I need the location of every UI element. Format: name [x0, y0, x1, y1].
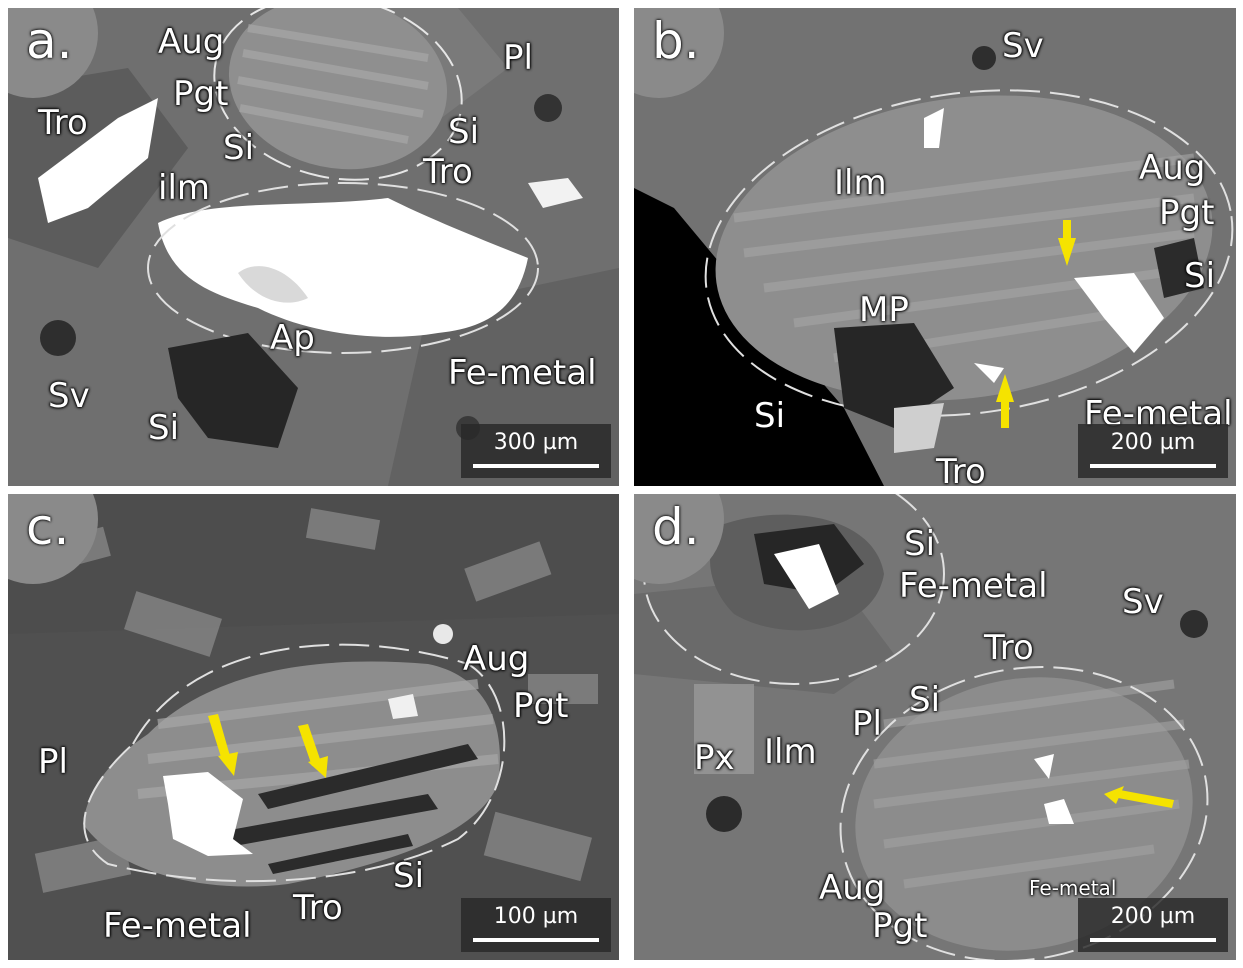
label-fe-metal: Fe-metal [899, 566, 1048, 606]
scale-bar-label: 200 µm [1110, 430, 1196, 455]
scale-bar: 200 µm [1078, 424, 1228, 478]
label-aug: Aug [463, 639, 530, 679]
scale-bar: 300 µm [461, 424, 611, 478]
label-tro: Tro [936, 452, 986, 486]
panel-label-a: a. [26, 12, 73, 70]
bse-image-c [8, 494, 619, 960]
label-pl: Pl [852, 704, 882, 744]
label-si: Si [909, 680, 941, 720]
label-si: Si [223, 128, 255, 168]
bse-image-a [8, 8, 619, 486]
label-ilm: ilm [158, 168, 211, 208]
label-pgt: Pgt [173, 74, 229, 114]
panel-d: d. Si Fe-metal Sv Tro Si Pl Px Ilm Aug P… [634, 494, 1236, 960]
label-sv: Sv [48, 376, 90, 416]
panel-label-b: b. [652, 12, 700, 70]
label-si: Si [904, 524, 936, 564]
scale-bar-line [473, 938, 599, 942]
label-ap: Ap [270, 318, 315, 358]
scale-bar-label: 100 µm [493, 904, 579, 929]
scale-bar-label: 200 µm [1110, 904, 1196, 929]
label-fe-metal: Fe-metal [448, 353, 597, 393]
label-pl: Pl [38, 742, 68, 782]
label-px: Px [694, 738, 735, 778]
panel-a: a. Aug Pgt Pl Tro Si Tro Si ilm Ap Fe-me… [8, 8, 619, 486]
scale-bar-label: 300 µm [493, 430, 579, 455]
label-fe-metal: Fe-metal [1029, 876, 1117, 900]
label-ilm: Ilm [834, 163, 887, 203]
label-pl: Pl [503, 38, 533, 78]
label-aug: Aug [1139, 148, 1206, 188]
scale-bar: 100 µm [461, 898, 611, 952]
label-tro: Tro [38, 103, 88, 143]
label-pgt: Pgt [1159, 193, 1215, 233]
scale-bar-line [1090, 464, 1216, 468]
label-pgt: Pgt [513, 686, 569, 726]
bse-image-b [634, 8, 1236, 486]
label-tro: Tro [293, 888, 343, 928]
label-aug: Aug [819, 868, 886, 908]
label-si: Si [1184, 256, 1216, 296]
label-si: Si [754, 396, 786, 436]
label-si: Si [148, 408, 180, 448]
label-tro: Tro [984, 628, 1034, 668]
label-si: Si [448, 112, 480, 152]
label-sv: Sv [1122, 582, 1164, 622]
label-aug: Aug [158, 22, 225, 62]
label-pgt: Pgt [872, 906, 928, 946]
panel-b: b. Sv Ilm Aug Pgt Si MP Si Fe-metal Tro … [634, 8, 1236, 486]
label-sv: Sv [1002, 26, 1044, 66]
panel-label-c: c. [26, 498, 70, 556]
label-mp: MP [859, 290, 909, 330]
scale-bar-line [1090, 938, 1216, 942]
scale-bar-line [473, 464, 599, 468]
label-ilm: Ilm [764, 732, 817, 772]
label-fe-metal: Fe-metal [103, 906, 252, 946]
panel-label-d: d. [652, 498, 700, 556]
panel-c: c. Aug Pgt Pl Si Tro Fe-metal 100 µm [8, 494, 619, 960]
label-tro: Tro [423, 152, 473, 192]
label-si: Si [393, 856, 425, 896]
bse-image-d [634, 494, 1236, 960]
scale-bar: 200 µm [1078, 898, 1228, 952]
